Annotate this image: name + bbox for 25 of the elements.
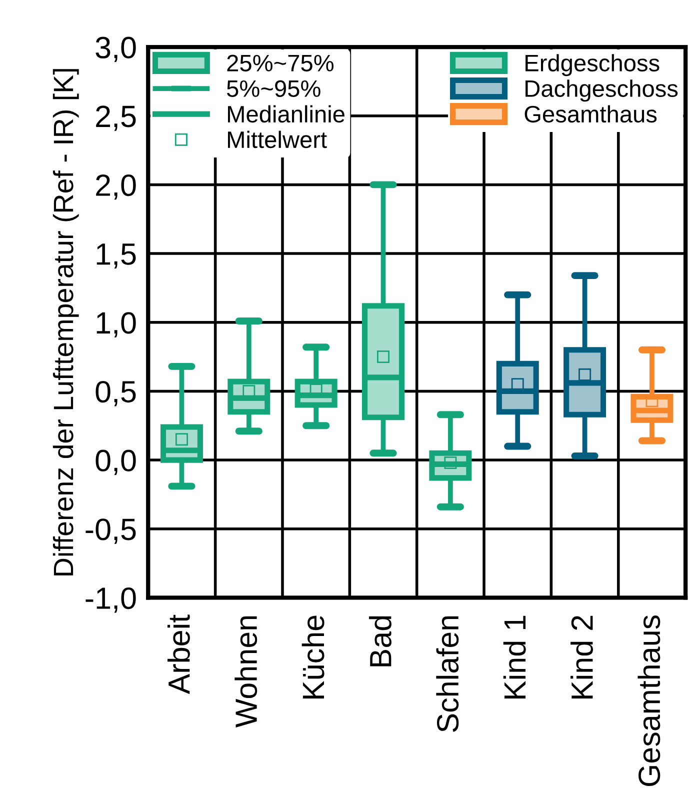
y-tick-label: -1,0 [86, 587, 136, 613]
x-tick-label: Kind 1 [503, 616, 526, 698]
y-tick-label: 1,0 [96, 312, 136, 338]
x-tick-label: Kind 2 [570, 616, 593, 698]
y-tick-label: 0,5 [96, 380, 136, 406]
x-tick-label: Schlafen [436, 616, 459, 732]
annotation: Medianlinie [228, 105, 344, 123]
annotation: Mittelwert [228, 130, 327, 148]
y-tick-label: -0,5 [86, 518, 136, 544]
annotation: 5%~95% [226, 80, 320, 98]
legend-label: Dachgeschoss [526, 80, 678, 102]
x-tick-label: Bad [369, 616, 392, 666]
annotation: 25%~75% [227, 54, 334, 72]
x-tick-label: Wohnen [234, 616, 258, 728]
x-tick-label: Küche [302, 616, 324, 698]
y-axis-title: Differenz der Lufttemperatur (Ref - IR) [K] [52, 69, 79, 576]
legend-label: Gesamthaus [524, 105, 657, 123]
y-tick-label: 0,0 [96, 450, 136, 476]
x-tick-label: Arbeit [167, 614, 190, 694]
y-tick-label: 2,5 [96, 106, 136, 131]
y-tick-label: 3,0 [96, 36, 136, 62]
legend-label: Erdgeschoss [526, 54, 660, 76]
y-tick-label: 1,5 [96, 244, 136, 269]
y-tick-label: 2,0 [96, 174, 136, 200]
x-tick-label: Gesamthaus [638, 615, 660, 786]
